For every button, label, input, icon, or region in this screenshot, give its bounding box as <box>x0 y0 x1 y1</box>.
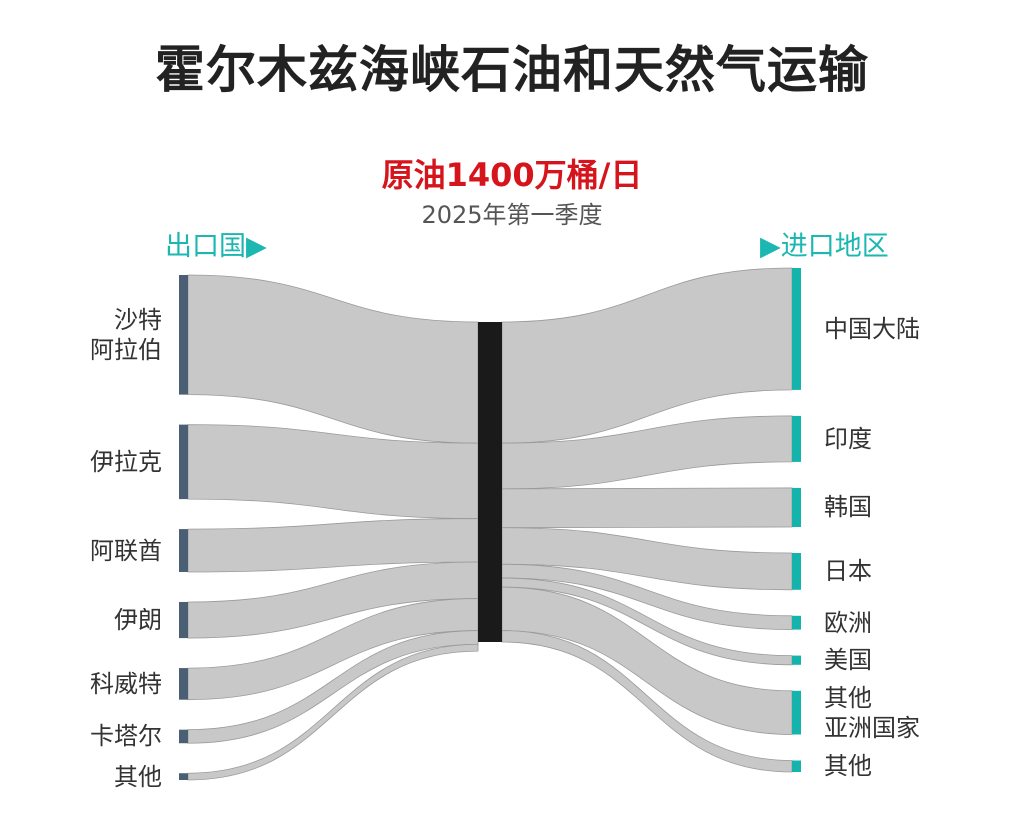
exporter-label-5: 卡塔尔 <box>90 722 162 751</box>
chart-title: 霍尔木兹海峡石油和天然气运输 <box>155 41 869 99</box>
importer-bar-1 <box>792 415 801 462</box>
exporter-bar-4 <box>179 668 188 700</box>
flow-exporter-6 <box>187 643 479 781</box>
importer-label-1: 印度 <box>824 424 872 453</box>
exporter-label-2: 阿联酋 <box>90 536 162 565</box>
importer-label-2: 韩国 <box>824 493 872 522</box>
importer-label-4: 欧洲 <box>824 608 872 637</box>
chart-period: 2025年第一季度 <box>421 201 603 229</box>
importer-label-7: 其他 <box>824 752 872 781</box>
exporter-bar-0 <box>179 275 188 395</box>
importer-bar-6 <box>792 690 801 735</box>
importer-bar-2 <box>792 487 801 527</box>
importers-heading: ▶进口地区 <box>760 231 889 262</box>
exporter-label-3: 伊朗 <box>114 606 162 635</box>
exporter-bar-6 <box>179 773 188 780</box>
chart-subtitle-volume: 原油1400万桶/日 <box>381 156 643 194</box>
importer-bar-7 <box>792 760 801 772</box>
importer-bar-5 <box>792 655 801 665</box>
exporter-label-1: 伊拉克 <box>90 447 162 476</box>
exporter-label-0: 沙特 阿拉伯 <box>90 305 162 364</box>
strait-center-bar <box>478 322 502 642</box>
exporters-heading: 出口国▶ <box>165 231 267 262</box>
exporter-bar-3 <box>179 601 188 639</box>
importer-label-3: 日本 <box>824 557 872 586</box>
importer-label-6: 其他 亚洲国家 <box>824 683 920 742</box>
exporter-label-6: 其他 <box>114 762 162 791</box>
exporter-bar-1 <box>179 424 188 500</box>
exporter-bar-2 <box>179 529 188 572</box>
flow-importer-2 <box>501 487 793 529</box>
importer-bar-4 <box>792 615 801 630</box>
flow-exporter-0 <box>187 274 479 444</box>
importer-label-0: 中国大陆 <box>824 314 920 343</box>
importer-bar-3 <box>792 553 801 590</box>
exporter-bar-5 <box>179 729 188 744</box>
exporter-label-4: 科威特 <box>90 669 162 698</box>
importer-label-5: 美国 <box>824 646 872 675</box>
importer-bar-0 <box>792 268 801 390</box>
